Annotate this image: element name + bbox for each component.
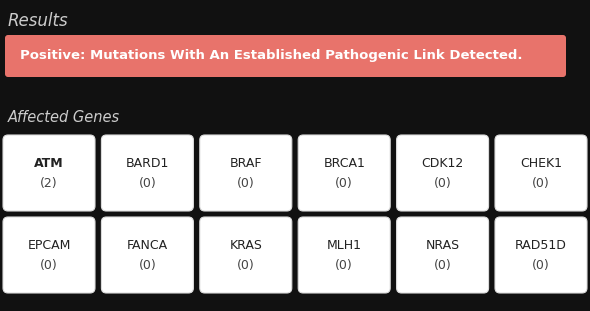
Text: (0): (0) bbox=[237, 177, 255, 190]
Text: BRCA1: BRCA1 bbox=[323, 157, 365, 170]
Text: (0): (0) bbox=[434, 177, 451, 190]
Text: (0): (0) bbox=[532, 177, 550, 190]
FancyBboxPatch shape bbox=[495, 217, 587, 293]
Text: Results: Results bbox=[8, 12, 68, 30]
FancyBboxPatch shape bbox=[101, 135, 194, 211]
Text: Positive: Mutations With An Established Pathogenic Link Detected.: Positive: Mutations With An Established … bbox=[20, 49, 523, 63]
Text: Affected Genes: Affected Genes bbox=[8, 110, 120, 125]
Text: FANCA: FANCA bbox=[127, 239, 168, 252]
Text: BRAF: BRAF bbox=[230, 157, 262, 170]
Text: BARD1: BARD1 bbox=[126, 157, 169, 170]
Text: (2): (2) bbox=[40, 177, 58, 190]
Text: (0): (0) bbox=[434, 259, 451, 272]
FancyBboxPatch shape bbox=[3, 217, 95, 293]
FancyBboxPatch shape bbox=[396, 217, 489, 293]
Text: (0): (0) bbox=[40, 259, 58, 272]
FancyBboxPatch shape bbox=[3, 135, 95, 211]
FancyBboxPatch shape bbox=[396, 135, 489, 211]
Text: (0): (0) bbox=[237, 259, 255, 272]
Text: KRAS: KRAS bbox=[230, 239, 262, 252]
Text: (0): (0) bbox=[532, 259, 550, 272]
Text: CDK12: CDK12 bbox=[421, 157, 464, 170]
FancyBboxPatch shape bbox=[101, 217, 194, 293]
Text: CHEK1: CHEK1 bbox=[520, 157, 562, 170]
Text: EPCAM: EPCAM bbox=[27, 239, 71, 252]
FancyBboxPatch shape bbox=[200, 135, 292, 211]
Text: (0): (0) bbox=[335, 177, 353, 190]
Text: RAD51D: RAD51D bbox=[515, 239, 567, 252]
FancyBboxPatch shape bbox=[298, 217, 390, 293]
Text: MLH1: MLH1 bbox=[327, 239, 362, 252]
Text: NRAS: NRAS bbox=[425, 239, 460, 252]
FancyBboxPatch shape bbox=[495, 135, 587, 211]
Text: ATM: ATM bbox=[34, 157, 64, 170]
Text: (0): (0) bbox=[139, 177, 156, 190]
FancyBboxPatch shape bbox=[298, 135, 390, 211]
FancyBboxPatch shape bbox=[5, 35, 566, 77]
Text: (0): (0) bbox=[139, 259, 156, 272]
Text: (0): (0) bbox=[335, 259, 353, 272]
FancyBboxPatch shape bbox=[200, 217, 292, 293]
